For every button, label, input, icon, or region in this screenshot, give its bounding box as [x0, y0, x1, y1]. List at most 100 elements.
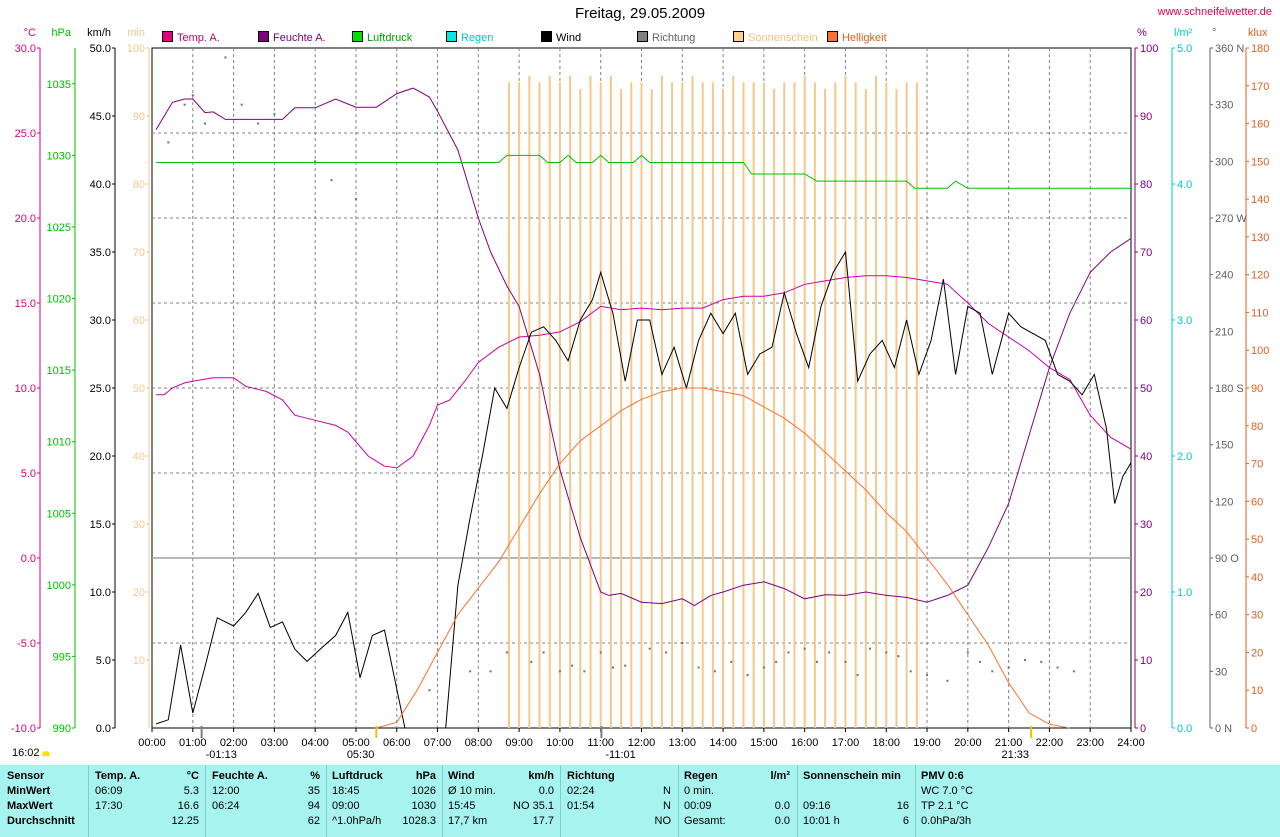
- direction-axis-label: 330: [1215, 100, 1233, 112]
- rain-axis-label: 4.0: [1177, 179, 1192, 191]
- x-tick-label: 04:00: [301, 737, 329, 749]
- wind-min-value: 0.0: [538, 785, 554, 797]
- direction-point: [167, 141, 170, 144]
- brightness-axis-label: 130: [1251, 232, 1269, 244]
- legend-item: Richtung: [637, 31, 695, 44]
- wind-axis-label: 15.0: [90, 519, 111, 531]
- wind-max-value: NO 35.1: [513, 800, 554, 812]
- rain-axis-label: 0.0: [1177, 723, 1192, 735]
- rain-max-time: 00:09: [684, 800, 712, 812]
- brightness-axis-label: 90: [1251, 383, 1263, 395]
- legend-swatch: [541, 31, 552, 42]
- temp-axis-label: -10.0: [11, 723, 36, 735]
- sunshine-axis-label: 50: [133, 383, 145, 395]
- legend-label: Sonnenschein: [748, 32, 818, 44]
- direction-point: [191, 94, 194, 97]
- direction-point: [746, 674, 749, 677]
- direction-axis-unit: °: [1212, 27, 1216, 39]
- direction-point: [257, 122, 260, 125]
- direction-axis-label: 90 O: [1215, 553, 1239, 565]
- brightness-axis-label: 30: [1251, 610, 1263, 622]
- sun-avg-value: 6: [902, 815, 909, 827]
- humidity-axis-label: 20: [1140, 587, 1152, 599]
- pressure-axis-label: 1010: [47, 437, 71, 449]
- direction-point: [713, 670, 716, 673]
- direction-point: [815, 660, 818, 663]
- humidity-axis-label: 90: [1140, 111, 1152, 123]
- legend-item: Wind: [541, 31, 581, 44]
- temp-max-value: 16.6: [177, 800, 199, 812]
- wind-unit: km/h: [528, 770, 554, 782]
- divider: [797, 765, 798, 837]
- wind-hdr: Wind: [448, 770, 475, 782]
- pmv-trend: 0.0hPa/3h: [921, 815, 972, 827]
- sunshine-axis-label: 60: [133, 315, 145, 327]
- direction-axis-label: 270 W: [1215, 213, 1247, 225]
- pressure-axis-unit: hPa: [51, 27, 71, 39]
- sunshine-axis-label: 20: [133, 587, 145, 599]
- wind-axis-label: 20.0: [90, 451, 111, 463]
- legend-item: Helligkeit: [827, 31, 887, 44]
- divider: [915, 765, 916, 837]
- humidity-axis-label: 100: [1140, 43, 1158, 55]
- direction-point: [558, 670, 561, 673]
- max-label: MaxWert: [7, 800, 53, 812]
- brightness-axis-label: 50: [1251, 534, 1263, 546]
- wind-axis-label: 35.0: [90, 247, 111, 259]
- humidity-axis-label: 70: [1140, 247, 1152, 259]
- brightness-axis-label: 60: [1251, 496, 1263, 508]
- legend-swatch: [352, 31, 363, 42]
- legend-label: Temp. A.: [177, 32, 220, 44]
- sunshine-axis-label: 90: [133, 111, 145, 123]
- temp-min-time: 06:09: [95, 785, 123, 797]
- stats-humidity: Feuchte A.% 12:00 35 06:24 94 62: [209, 769, 323, 829]
- press-max-time: 09:00: [332, 800, 360, 812]
- sensor-label: Sensor: [7, 770, 45, 782]
- series-feuchte-a-line: [155, 87, 1132, 607]
- wind-max-time: 15:45: [448, 800, 476, 812]
- sunshine-axis-label: 40: [133, 451, 145, 463]
- legend-label: Richtung: [652, 32, 696, 44]
- dir-avg-value: NO: [654, 815, 672, 827]
- direction-point: [530, 660, 533, 663]
- legend-swatch: [637, 31, 648, 42]
- direction-point: [489, 670, 492, 673]
- direction-axis-label: 150: [1215, 440, 1233, 452]
- temp-axis-label: 25.0: [15, 128, 36, 140]
- x-tick-label: 16:00: [791, 737, 819, 749]
- site-link[interactable]: www.schneifelwetter.de: [1157, 6, 1272, 18]
- brightness-axis-label: 40: [1251, 572, 1263, 584]
- direction-point: [844, 660, 847, 663]
- direction-point: [469, 670, 472, 673]
- wind-axis-label: 40.0: [90, 179, 111, 191]
- series-helligkeitline: [376, 387, 1070, 729]
- moonrise-label: -01:13: [206, 749, 237, 761]
- direction-point: [1056, 666, 1059, 669]
- legend-label: Helligkeit: [842, 32, 887, 44]
- pressure-axis-label: 990: [53, 723, 71, 735]
- wind-axis-label: 25.0: [90, 383, 111, 395]
- x-tick-label: 20:00: [954, 737, 982, 749]
- rain-max-value: 0.0: [774, 800, 790, 812]
- dir-min-time: 02:24: [567, 785, 595, 797]
- wind-axis-label: 5.0: [96, 655, 111, 667]
- brightness-axis-label: 80: [1251, 421, 1263, 433]
- x-tick-label: 18:00: [872, 737, 900, 749]
- direction-point: [991, 670, 994, 673]
- press-min-value: 1026: [411, 785, 436, 797]
- direction-point: [946, 679, 949, 682]
- brightness-axis-label: 70: [1251, 459, 1263, 471]
- sunshine-axis-label: 100: [127, 43, 145, 55]
- sun-hdr: Sonnenschein min: [803, 770, 901, 782]
- hum-min-value: 35: [307, 785, 320, 797]
- legend-swatch: [733, 31, 744, 42]
- stats-rain: Regen l/m² 0 min. 00:09 0.0 Gesamt: 0.0: [681, 769, 793, 829]
- avg-label: Durchschnitt: [7, 815, 75, 827]
- humidity-axis-label: 60: [1140, 315, 1152, 327]
- humidity-axis-label: 80: [1140, 179, 1152, 191]
- humidity-axis-label: 40: [1140, 451, 1152, 463]
- x-tick-label: 11:00: [587, 737, 614, 749]
- pressure-axis-label: 1005: [47, 508, 71, 520]
- legend-label: Wind: [556, 32, 582, 44]
- stats-pressure: Luftdruck hPa 18:45 1026 09:00 1030 ^1.0hPa…: [329, 769, 439, 829]
